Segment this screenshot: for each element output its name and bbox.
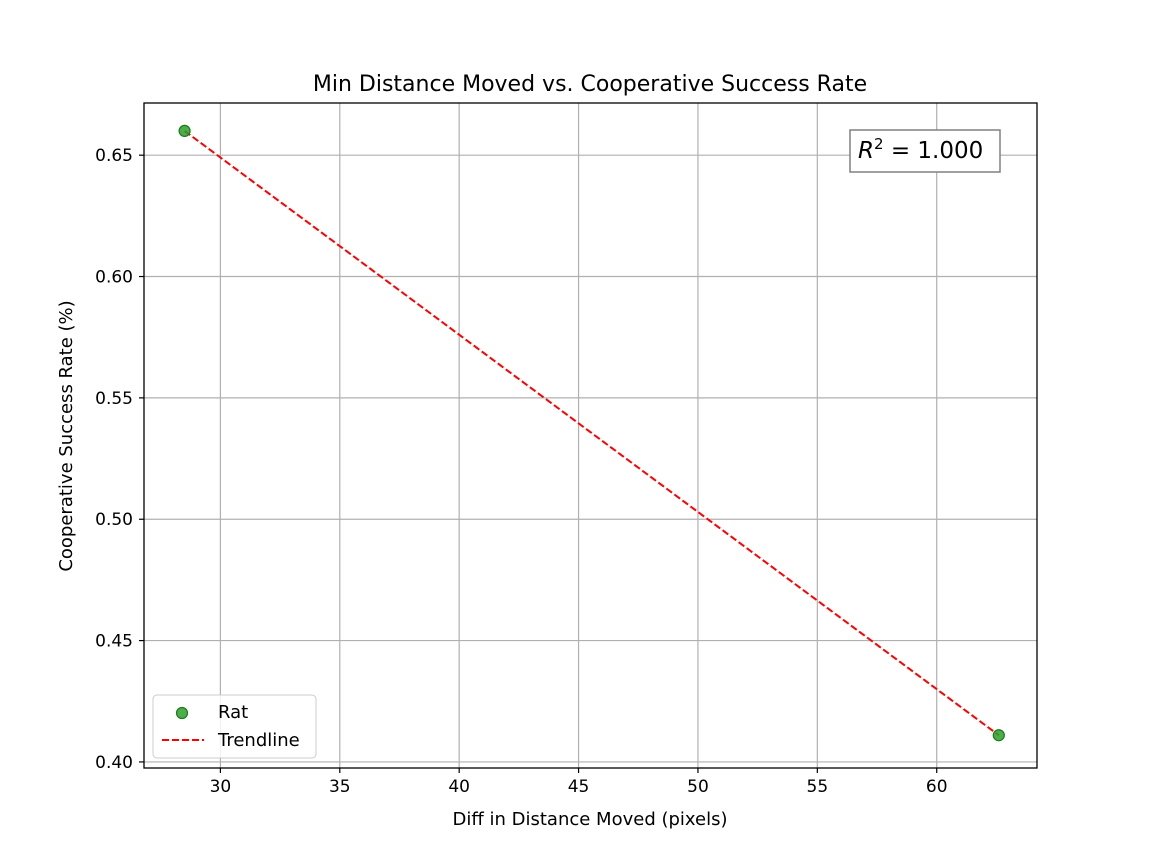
annotation-text: R2 = 1.000 <box>858 135 983 164</box>
annotation-value: = 1.000 <box>884 138 984 164</box>
x-tick-label: 30 <box>210 777 232 797</box>
y-axis-ticks: 0.40 0.45 0.50 0.55 0.60 0.65 <box>95 146 144 773</box>
legend-label-trendline: Trendline <box>217 730 300 751</box>
chart-title: Min Distance Moved vs. Cooperative Succe… <box>313 72 867 97</box>
grid <box>144 103 1037 768</box>
x-tick-label: 60 <box>926 777 948 797</box>
annotation-r: R <box>858 138 874 164</box>
x-tick-label: 35 <box>329 777 351 797</box>
x-tick-label: 50 <box>687 777 709 797</box>
scatter-point <box>178 124 191 138</box>
scatter-point <box>992 729 1005 742</box>
plot-frame <box>143 102 1038 769</box>
y-tick-label: 0.65 <box>95 146 133 166</box>
x-axis-ticks: 30 35 40 45 50 55 60 <box>210 768 948 797</box>
y-tick-label: 0.40 <box>95 753 133 773</box>
y-tick-label: 0.45 <box>95 632 133 652</box>
legend-box <box>152 694 317 759</box>
x-tick-label: 40 <box>448 777 470 797</box>
annotation-box <box>849 129 1001 173</box>
x-tick-label: 45 <box>568 777 590 797</box>
y-tick-label: 0.60 <box>95 268 133 288</box>
legend-marker-rat <box>175 706 189 720</box>
annotation-superscript: 2 <box>874 135 884 153</box>
x-axis-label: Diff in Distance Moved (pixels) <box>453 809 728 830</box>
plot-series <box>178 124 1005 742</box>
y-tick-label: 0.50 <box>95 510 133 530</box>
trendline <box>183 130 1000 737</box>
x-tick-label: 55 <box>807 777 829 797</box>
y-axis-label: Cooperative Success Rate (%) <box>56 300 77 571</box>
r-squared-annotation: R2 = 1.000 <box>849 129 1001 173</box>
legend-label-rat: Rat <box>218 702 248 723</box>
legend: Rat Trendline <box>152 694 317 759</box>
y-tick-label: 0.55 <box>95 389 133 409</box>
